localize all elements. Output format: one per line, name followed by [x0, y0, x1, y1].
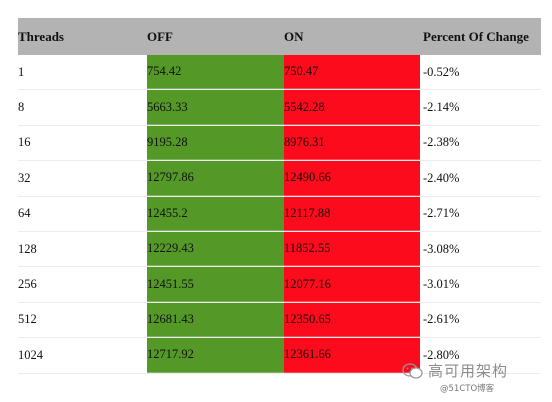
cell-percent-change: -2.80% [423, 347, 460, 362]
wechat-logo-icon [402, 363, 423, 379]
cell-off: 9195.28 [147, 125, 284, 161]
table-body: 1 754.42 750.47 -0.52% 8 5663.33 5542.28 -2.14%… [18, 55, 541, 374]
cell-off: 5663.33 [147, 90, 284, 125]
cell-percent-change: -3.08% [423, 241, 460, 256]
cell-off: 12681.43 [147, 302, 284, 338]
cell-on: 12077.16 [284, 267, 420, 302]
cell-off: 12451.55 [147, 267, 284, 302]
watermark-title: 高可用架构 [428, 362, 509, 380]
cell-threads: 512 [18, 312, 37, 327]
table-row: 1 754.42 750.47 -0.52% [18, 55, 541, 91]
cell-percent-change: -2.14% [423, 100, 460, 115]
table-header-row: Threads OFF ON Percent Of Change [18, 18, 541, 55]
cell-on: 12490.66 [284, 161, 420, 196]
cell-on: 12361.66 [284, 338, 420, 373]
cell-threads: 128 [18, 241, 37, 256]
cell-off: 754.42 [147, 55, 284, 90]
cell-percent-change: -2.71% [423, 206, 460, 221]
cell-percent-change: -2.38% [423, 135, 460, 150]
cell-percent-change: -3.01% [423, 277, 460, 292]
cell-threads: 1024 [18, 347, 43, 362]
table-row: 64 12455.2 12117.88 -2.71% [18, 196, 541, 232]
cell-on: 11852.55 [284, 231, 420, 267]
cell-percent-change: -2.40% [423, 170, 460, 185]
cell-on: 12117.88 [284, 196, 420, 231]
table-row: 256 12451.55 12077.16 -3.01% [18, 267, 541, 303]
cell-on: 8976.31 [284, 125, 420, 161]
header-percent-change: Percent Of Change [423, 28, 529, 44]
cell-threads: 1 [18, 64, 25, 79]
cell-off: 12455.2 [147, 196, 284, 231]
table-row: 128 12229.43 11852.55 -3.08% [18, 231, 541, 268]
table-row: 512 12681.43 12350.65 -2.61% [18, 302, 541, 339]
header-threads: Threads [18, 28, 64, 44]
table-row: 32 12797.86 12490.66 -2.40% [18, 161, 541, 197]
comparison-table: Threads OFF ON Percent Of Change 1 754.42… [18, 18, 541, 374]
cell-off: 12717.92 [147, 338, 284, 373]
table-row: 16 9195.28 8976.31 -2.38% [18, 125, 541, 162]
table-row: 8 5663.33 5542.28 -2.14% [18, 90, 541, 126]
cell-threads: 64 [18, 206, 31, 221]
header-on: ON [284, 28, 304, 44]
cell-percent-change: -2.61% [423, 312, 460, 327]
cell-on: 12350.65 [284, 302, 420, 338]
cell-threads: 256 [18, 277, 37, 292]
cell-off: 12229.43 [147, 231, 284, 267]
header-off: OFF [147, 28, 173, 44]
cell-off: 12797.86 [147, 161, 284, 196]
cell-on: 750.47 [284, 55, 420, 90]
watermark-subtitle: @51CTO博客 [440, 384, 495, 394]
cell-percent-change: -0.52% [423, 64, 460, 79]
cell-threads: 32 [18, 170, 31, 185]
cell-threads: 8 [18, 100, 25, 115]
cell-on: 5542.28 [284, 90, 420, 125]
table-row: 1024 12717.92 12361.66 -2.80% [18, 338, 541, 374]
cell-threads: 16 [18, 135, 31, 150]
watermark: 高可用架构 @51CTO博客 [402, 358, 542, 396]
